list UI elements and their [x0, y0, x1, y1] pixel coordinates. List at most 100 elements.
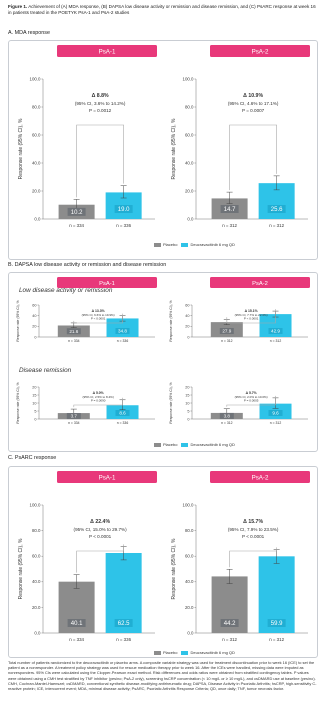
- y-tick-label: 100.0: [30, 76, 42, 81]
- n-label: n = 312: [270, 339, 282, 343]
- value-label: 9.6: [272, 411, 279, 416]
- value-label-box: [66, 328, 81, 335]
- panel-header: [57, 45, 157, 57]
- section-c-title: C. PsARC response: [8, 455, 57, 461]
- y-tick-label: 40.0: [32, 160, 41, 165]
- caption-label: Figure 1.: [8, 4, 28, 9]
- legend-placebo-swatch: [154, 242, 161, 247]
- legend-placebo-swatch: [154, 650, 161, 655]
- panel-header-label: PsA-2: [252, 475, 269, 482]
- panel-header: [57, 277, 157, 288]
- panel-header: [210, 471, 310, 483]
- y-tick-label: 5: [34, 409, 36, 413]
- comparison-bracket: [229, 124, 277, 191]
- n-label: n = 334: [68, 421, 80, 425]
- chart-c2: PsA-2 0.0 20.0 40.0 60.0 80.0 100.0 Response ra…: [171, 471, 310, 642]
- section-b-title: B. DAPSA low disease activity or remissi…: [8, 262, 167, 268]
- delta-label: Δ 5.0%: [93, 391, 104, 395]
- value-label: 21.6: [69, 329, 78, 334]
- section-a-title: A. MDA response: [8, 30, 50, 36]
- value-label: 40.1: [71, 621, 83, 627]
- legend-a: Placebo Deucravacitinib 6 mg QD: [150, 242, 235, 247]
- y-tick-label: 15: [185, 393, 189, 397]
- y-tick-label: 60.0: [32, 554, 41, 559]
- value-label-box: [220, 619, 239, 627]
- panel-header-label: PsA-2: [252, 49, 269, 56]
- value-label-box: [67, 207, 86, 216]
- panel-header: [57, 471, 157, 483]
- n-label: n = 312: [270, 421, 282, 425]
- comparison-bracket: [226, 309, 276, 324]
- value-label: 8.6: [119, 411, 126, 416]
- delta-ci-label: (95% CI, 2.5% to 8.4%): [82, 395, 113, 399]
- y-tick-label: 20: [32, 325, 36, 329]
- legend-deucra-swatch: [181, 650, 189, 655]
- chart-b3: 0 5 10 15 20 Response rate (95% CI), % 3.7 n = …: [16, 382, 155, 425]
- n-label: n = 336: [116, 637, 131, 642]
- y-axis-label: Response rate (95% CI), %: [169, 300, 173, 341]
- chart-b1: PsA-1 0 20 40 60 Response rate (95% CI), % 21.…: [16, 277, 157, 343]
- y-axis-label: Response rate (95% CI), %: [18, 538, 24, 599]
- y-tick-label: 60.0: [32, 132, 41, 137]
- chart-a2: PsA-2 0.0 20.0 40.0 60.0 80.0 100.0 Response ra…: [171, 45, 310, 228]
- chart-b2: PsA-2 0 20 40 60 Response rate (95% CI), % 27.…: [169, 277, 310, 343]
- y-tick-label: 100.0: [183, 502, 195, 507]
- value-label-box: [268, 410, 283, 416]
- delta-label: Δ 22.4%: [90, 519, 110, 525]
- y-tick-label: 60: [185, 303, 189, 307]
- legend-placebo-swatch: [154, 442, 161, 447]
- chart-a1: PsA-1 0.0 20.0 40.0 60.0 80.0 100.0 Response ra…: [18, 45, 157, 228]
- delta-ci-label: (95% CI, 7.7% to 22.6%): [235, 313, 268, 317]
- value-label: 62.5: [118, 621, 130, 627]
- n-label: n = 336: [117, 421, 129, 425]
- n-label: n = 312: [222, 223, 237, 228]
- y-tick-label: 20.0: [185, 188, 194, 193]
- y-tick-label: 0: [187, 335, 189, 339]
- comparison-bracket: [73, 397, 123, 408]
- n-label: n = 312: [269, 223, 284, 228]
- n-label: n = 334: [69, 223, 84, 228]
- y-tick-label: 40.0: [185, 579, 194, 584]
- n-label: n = 312: [221, 339, 233, 343]
- panel-header-label: PsA-1: [99, 281, 115, 287]
- value-label: 27.9: [222, 329, 231, 334]
- y-tick-label: 60.0: [185, 132, 194, 137]
- p-value-label: P < 0.0001: [244, 317, 259, 321]
- panel-header: [210, 45, 310, 57]
- y-tick-label: 0: [187, 417, 189, 421]
- legend-b: Placebo Deucravacitinib 6 mg QD: [150, 442, 235, 447]
- legend-deucra-swatch: [181, 242, 189, 247]
- y-tick-label: 0: [34, 335, 36, 339]
- value-label-box: [220, 205, 239, 213]
- p-value-label: P < 0.0001: [242, 534, 265, 539]
- delta-ci-label: (95% CI, 6.6% to 19.9%): [82, 313, 115, 317]
- y-tick-label: 0.0: [187, 630, 194, 635]
- y-tick-label: 20.0: [32, 605, 41, 610]
- y-tick-label: 40: [185, 314, 189, 318]
- delta-label: Δ 8.8%: [92, 93, 109, 99]
- n-label: n = 312: [222, 637, 237, 642]
- value-label: 42.9: [271, 329, 280, 334]
- y-tick-label: 15: [32, 393, 36, 397]
- y-tick-label: 5: [187, 409, 189, 413]
- delta-ci-label: (95% CI, 15.0% to 29.7%): [74, 527, 128, 532]
- y-tick-label: 10: [32, 401, 36, 405]
- value-label: 59.9: [271, 621, 283, 627]
- y-axis-label: Response rate (95% CI), %: [16, 382, 20, 423]
- legend-deucra-label: Deucravacitinib 6 mg QD: [190, 442, 235, 447]
- value-label: 3.7: [71, 414, 78, 419]
- delta-label: Δ 15.7%: [243, 519, 263, 525]
- subtitle-remission: Disease remission: [19, 367, 72, 374]
- y-tick-label: 80.0: [32, 528, 41, 533]
- delta-ci-label: (95% CI, 4.6% to 17.1%): [228, 101, 279, 106]
- p-value-label: P < 0.0001: [91, 317, 106, 321]
- legend-c: Placebo Deucravacitinib 6 mg QD: [150, 650, 235, 655]
- n-label: n = 312: [221, 421, 233, 425]
- y-axis-label: Response rate (95% CI), %: [169, 382, 173, 423]
- y-tick-label: 40.0: [185, 160, 194, 165]
- n-label: n = 336: [116, 223, 131, 228]
- p-value-label: P = 0.0007: [242, 108, 265, 113]
- comparison-bracket: [229, 547, 277, 568]
- delta-label: Δ 13.3%: [92, 309, 105, 313]
- caption-text: Achievement of (A) MDA response, (B) DAP…: [8, 4, 316, 15]
